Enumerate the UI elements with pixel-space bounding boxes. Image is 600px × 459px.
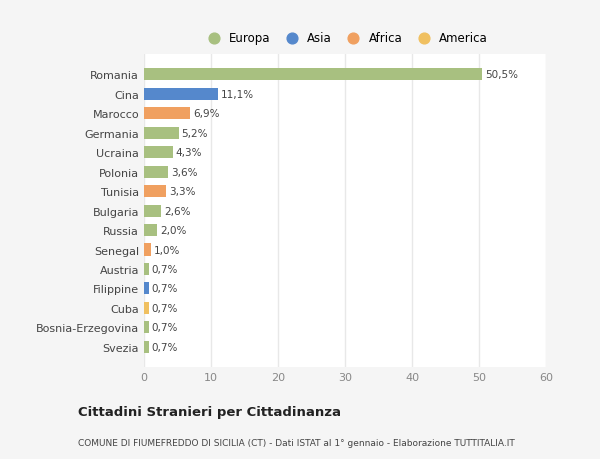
Text: 0,7%: 0,7% (151, 284, 178, 294)
Text: 3,6%: 3,6% (171, 168, 197, 177)
Text: 4,3%: 4,3% (175, 148, 202, 158)
Bar (144, 186, 166, 198)
Bar (144, 244, 151, 256)
Text: 6,9%: 6,9% (193, 109, 220, 119)
Bar (144, 128, 179, 140)
Bar (144, 224, 157, 236)
Text: 3,3%: 3,3% (169, 187, 195, 197)
Text: COMUNE DI FIUMEFREDDO DI SICILIA (CT) - Dati ISTAT al 1° gennaio - Elaborazione : COMUNE DI FIUMEFREDDO DI SICILIA (CT) - … (78, 438, 515, 447)
Text: 5,2%: 5,2% (182, 129, 208, 139)
Text: 0,7%: 0,7% (151, 264, 178, 274)
Text: 0,7%: 0,7% (151, 323, 178, 333)
Bar (144, 69, 482, 81)
Text: 2,0%: 2,0% (160, 225, 187, 235)
Text: 2,6%: 2,6% (164, 206, 191, 216)
Text: 11,1%: 11,1% (221, 90, 254, 100)
Bar (144, 322, 149, 334)
Text: 0,7%: 0,7% (151, 342, 178, 352)
Bar (144, 263, 149, 275)
Bar (144, 166, 168, 179)
Bar (144, 205, 161, 217)
Text: 50,5%: 50,5% (485, 70, 518, 80)
Bar (144, 341, 149, 353)
Bar (144, 147, 173, 159)
Bar (144, 302, 149, 314)
Bar (144, 108, 190, 120)
Text: 1,0%: 1,0% (154, 245, 180, 255)
Text: Cittadini Stranieri per Cittadinanza: Cittadini Stranieri per Cittadinanza (78, 405, 341, 419)
Bar (144, 89, 218, 101)
Bar (144, 283, 149, 295)
Text: 0,7%: 0,7% (151, 303, 178, 313)
Legend: Europa, Asia, Africa, America: Europa, Asia, Africa, America (200, 30, 490, 47)
